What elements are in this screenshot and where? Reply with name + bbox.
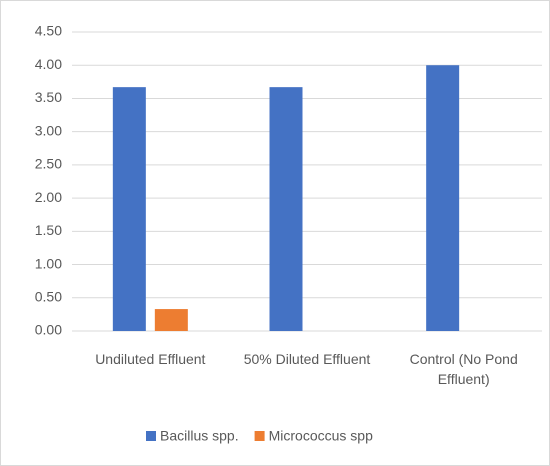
bar (426, 65, 460, 331)
y-tick-label: 4.00 (35, 56, 62, 72)
y-tick-label: 3.50 (35, 89, 62, 105)
y-tick-label: 1.00 (35, 255, 62, 271)
x-tick-label: 50% Diluted Effluent (244, 351, 371, 367)
y-tick-label: 0.00 (35, 322, 62, 338)
y-tick-label: 2.00 (35, 189, 62, 205)
legend-label: Bacillus spp. (160, 428, 239, 444)
legend-swatch (254, 431, 265, 441)
legend-swatch (146, 431, 156, 441)
x-tick-label: Control (No Pond Effluent) (410, 351, 518, 387)
bar (269, 87, 303, 331)
y-tick-label: 3.00 (35, 122, 62, 138)
legend-label: Micrococcus spp (269, 428, 373, 444)
x-tick-label: Undiluted Effluent (95, 351, 205, 367)
bar (154, 309, 188, 331)
y-tick-label: 0.50 (35, 288, 62, 304)
bar (112, 87, 146, 331)
y-tick-label: 1.50 (35, 222, 62, 238)
y-tick-label: 4.50 (35, 23, 62, 39)
y-tick-label: 2.50 (35, 156, 62, 172)
